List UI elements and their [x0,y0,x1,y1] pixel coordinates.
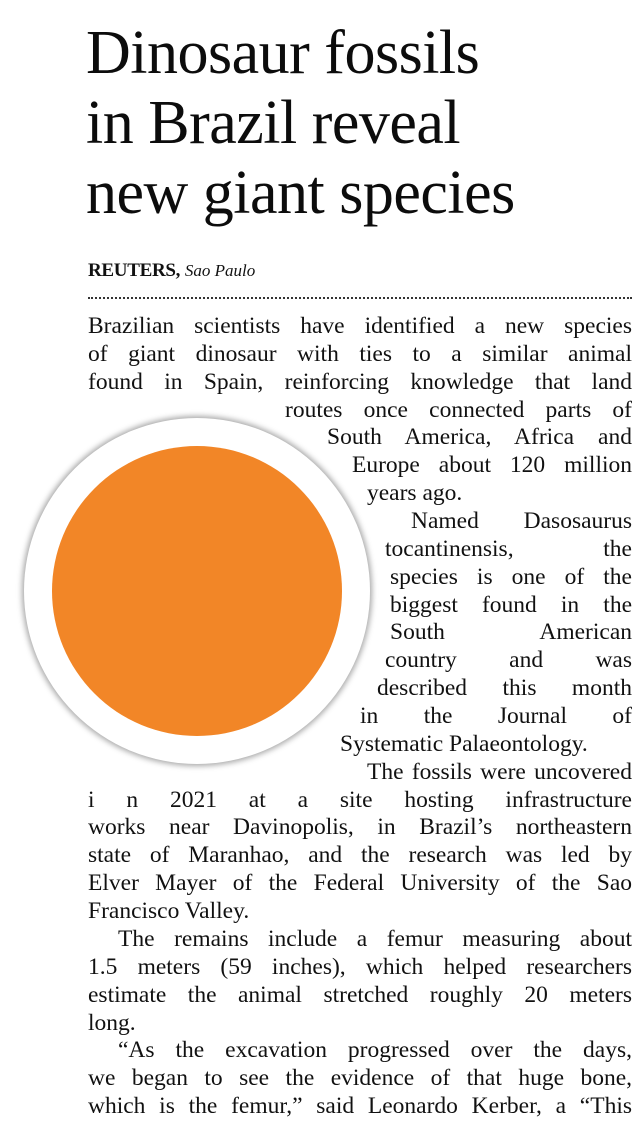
byline-place: Sao Paulo [184,261,256,280]
body-line: Named Dasosaurus [411,508,632,535]
body-line: tocantinensis, the [385,535,632,562]
body-line: “As the excavation progressed over the d… [118,1037,632,1064]
body-line: species is one of the [390,563,632,590]
headline-line: Dinosaur fossils [86,19,480,87]
dotted-divider [88,297,632,299]
body-line: Elver Mayer of the Federal University of… [88,870,632,897]
body-line: South American [390,619,632,646]
headline: Dinosaur fossils in Brazil reveal new gi… [86,18,644,228]
byline-agency: REUTERS, [88,260,181,281]
body-line: The fossils were uncovered [367,758,632,785]
body-line: works near Davinopolis, in Brazil’s nort… [88,814,632,841]
body-line: of giant dinosaur with ties to a similar… [88,340,632,367]
body-line: i n 2021 at a site hosting infrastructur… [88,786,632,813]
body-line: we began to see the evidence of that hug… [88,1065,632,1092]
body-line: in the Journal of [360,703,632,730]
body-line: described this month [377,675,632,702]
headline-line: in Brazil reveal [86,89,461,157]
article-image [52,446,342,736]
body-line: long. [88,1009,136,1036]
byline: REUTERS, Sao Paulo [88,260,255,282]
body-line: routes once connected parts of [285,396,632,423]
body-line: Europe about 120 million [352,452,632,479]
body-line: biggest found in the [390,591,632,618]
body-line: country and was [385,647,632,674]
body-line: estimate the animal stretched roughly 20… [88,981,632,1008]
body-line: Brazilian scientists have identified a n… [88,313,632,339]
body-line: which is the femur,” said Leonardo Kerbe… [88,1093,632,1120]
body-line: Systematic Palaeontology. [340,730,588,757]
body-line: Francisco Valley. [88,898,250,925]
body-line: years ago. [367,480,463,507]
body-line: The remains include a femur measuring ab… [118,925,632,952]
body-line: found in Spain, reinforcing knowledge th… [88,368,632,395]
body-line: 1.5 meters (59 inches), which helped res… [88,953,632,980]
body-line: South America, Africa and [327,424,632,451]
headline-line: new giant species [86,159,515,227]
article-image-frame [24,418,370,764]
body-line: state of Maranhao, and the research was … [88,842,632,869]
